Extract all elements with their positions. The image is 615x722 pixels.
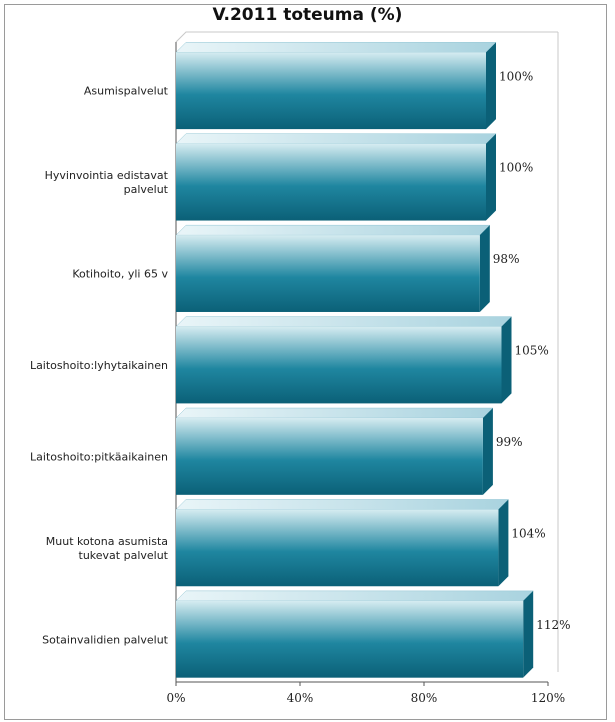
bar-side-face xyxy=(482,408,493,495)
bar xyxy=(176,418,483,495)
bar-value-label: 98% xyxy=(493,252,520,266)
bar-side-face xyxy=(479,225,490,312)
x-tick-label: 0% xyxy=(166,691,185,705)
bar xyxy=(176,52,486,130)
category-label: Laitoshoito:lyhytaikainen xyxy=(30,359,168,372)
bar-value-label: 100% xyxy=(499,69,533,83)
bar-side-face xyxy=(523,590,534,678)
bar xyxy=(176,509,499,587)
bar-side-face xyxy=(486,42,496,130)
bar-side-face xyxy=(486,133,496,221)
category-label: Sotainvalidien palvelut xyxy=(42,633,169,646)
bar-value-label: 112% xyxy=(536,618,570,632)
x-tick-label: 80% xyxy=(411,691,438,705)
category-label: Kotihoito, yli 65 v xyxy=(72,268,168,281)
bar-group xyxy=(175,407,494,495)
bar-top-face xyxy=(175,499,510,510)
chart-title: V.2011 toteuma (%) xyxy=(212,5,403,25)
bar-top-face xyxy=(175,42,497,53)
bar-value-label: 99% xyxy=(496,435,523,449)
bar xyxy=(176,326,502,404)
bar-group xyxy=(175,499,510,587)
bar xyxy=(176,143,486,221)
category-label: Hyvinvointia edistavat palvelut xyxy=(45,169,169,196)
bar-value-label: 104% xyxy=(511,526,545,540)
x-tick-label: 40% xyxy=(287,691,314,705)
bar-group xyxy=(175,590,534,678)
category-label: Muut kotona asumista tukevat palvelut xyxy=(46,535,169,562)
category-label: Laitoshoito:pitkäaikainen xyxy=(30,450,168,463)
category-label: Asumispalvelut xyxy=(84,85,169,98)
bar-group xyxy=(175,42,497,130)
bar-side-face xyxy=(501,316,512,404)
bar-group xyxy=(175,133,497,221)
bar xyxy=(176,600,524,678)
bar-top-face xyxy=(175,224,491,236)
bar-top-face xyxy=(175,133,497,144)
bar-group xyxy=(175,316,513,404)
x-tick-label: 120% xyxy=(531,691,565,705)
bar-top-face xyxy=(175,316,513,327)
bar-side-face xyxy=(498,499,509,587)
bar-value-label: 105% xyxy=(515,344,549,358)
bar-top-face xyxy=(175,407,494,419)
bar-group xyxy=(175,224,491,312)
bar xyxy=(176,235,480,312)
bar-value-label: 100% xyxy=(499,161,533,175)
bar-top-face xyxy=(175,590,534,602)
plot-back-wall xyxy=(175,31,558,43)
